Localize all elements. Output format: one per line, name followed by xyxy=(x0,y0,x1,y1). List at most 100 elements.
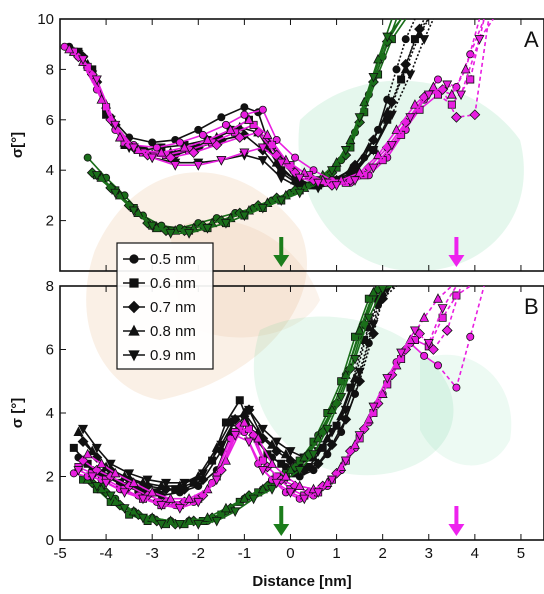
position-arrow-head xyxy=(273,524,290,536)
data-point xyxy=(401,35,410,44)
data-point xyxy=(114,131,125,142)
data-point xyxy=(340,146,351,156)
series-layer xyxy=(60,19,494,239)
plot-frame xyxy=(59,18,544,272)
position-arrow-head xyxy=(448,524,465,536)
data-point xyxy=(91,75,102,86)
data-point xyxy=(119,504,130,514)
panel-label: B xyxy=(524,294,539,319)
data-point xyxy=(354,431,365,441)
data-point xyxy=(152,143,161,152)
data-point xyxy=(230,415,241,425)
data-point xyxy=(368,320,379,330)
data-point xyxy=(294,188,305,199)
data-point xyxy=(202,512,213,522)
data-point xyxy=(276,158,287,169)
legend-marker xyxy=(128,324,140,336)
data-point xyxy=(433,75,442,84)
data-point xyxy=(331,181,342,191)
data-point xyxy=(368,286,379,297)
data-point xyxy=(350,355,360,365)
data-point xyxy=(220,219,231,229)
data-point xyxy=(73,426,84,437)
data-point xyxy=(156,147,167,157)
data-point xyxy=(137,477,148,487)
data-point xyxy=(291,153,300,162)
data-point xyxy=(299,494,310,505)
data-point xyxy=(257,424,268,435)
data-point xyxy=(174,504,185,514)
data-point xyxy=(69,443,78,452)
data-point xyxy=(392,65,401,74)
x-tick-label: -1 xyxy=(238,545,251,562)
data-point xyxy=(220,502,231,513)
data-point xyxy=(427,344,439,355)
x-tick-label: -2 xyxy=(192,545,205,562)
data-point xyxy=(326,428,337,438)
data-point xyxy=(193,161,204,171)
data-point xyxy=(193,520,204,530)
data-point xyxy=(299,451,310,462)
data-point xyxy=(441,325,453,336)
data-point xyxy=(313,178,324,189)
data-point xyxy=(64,43,75,54)
data-point xyxy=(423,339,434,349)
data-point xyxy=(239,148,250,159)
position-arrow-head xyxy=(448,255,465,267)
data-point xyxy=(386,141,397,151)
data-point xyxy=(239,211,250,222)
data-point xyxy=(91,482,102,492)
data-point xyxy=(77,436,89,448)
series-line-tail xyxy=(386,19,430,113)
legend-marker xyxy=(129,278,139,288)
data-point xyxy=(474,35,485,45)
data-point xyxy=(423,90,434,101)
data-point xyxy=(466,75,475,84)
data-point xyxy=(258,105,267,114)
legend: 0.5 nm 0.6 nm 0.7 nm 0.8 nm 0.9 nm xyxy=(116,242,214,370)
legend-marker xyxy=(128,350,140,362)
data-point xyxy=(312,458,324,470)
data-point xyxy=(267,439,278,449)
data-point xyxy=(174,480,185,491)
data-point xyxy=(119,488,130,498)
data-point xyxy=(137,494,148,505)
data-point xyxy=(221,120,230,129)
data-point xyxy=(156,480,167,491)
data-point xyxy=(450,111,462,123)
data-point xyxy=(437,304,448,314)
data-point xyxy=(405,70,416,80)
data-point xyxy=(354,324,365,335)
data-point xyxy=(87,472,98,483)
data-point xyxy=(396,348,407,359)
legend-marker xyxy=(127,300,141,314)
series-layer xyxy=(69,286,485,530)
data-point xyxy=(456,90,467,101)
data-point xyxy=(194,125,203,134)
data-point xyxy=(148,138,157,147)
data-point xyxy=(101,478,112,489)
data-point xyxy=(105,459,116,470)
data-point xyxy=(137,513,148,524)
data-point xyxy=(128,143,139,154)
series-line-tail xyxy=(414,286,458,345)
data-point xyxy=(433,361,442,370)
data-point xyxy=(446,89,457,99)
data-point xyxy=(368,146,379,156)
data-point xyxy=(326,166,337,176)
data-point xyxy=(405,113,416,123)
data-point xyxy=(354,367,365,378)
data-point xyxy=(110,188,121,199)
y-tick-label: 2 xyxy=(46,469,54,486)
data-point xyxy=(285,488,296,498)
data-point xyxy=(271,478,282,489)
data-point xyxy=(87,445,98,456)
data-point xyxy=(442,80,453,91)
data-point xyxy=(280,470,291,481)
x-tick-label: 1 xyxy=(332,545,340,562)
data-point xyxy=(409,326,420,336)
legend-label: 0.6 nm xyxy=(150,275,196,292)
y-tick-label: 8 xyxy=(46,61,54,78)
data-point xyxy=(198,130,207,139)
data-point xyxy=(419,35,430,45)
